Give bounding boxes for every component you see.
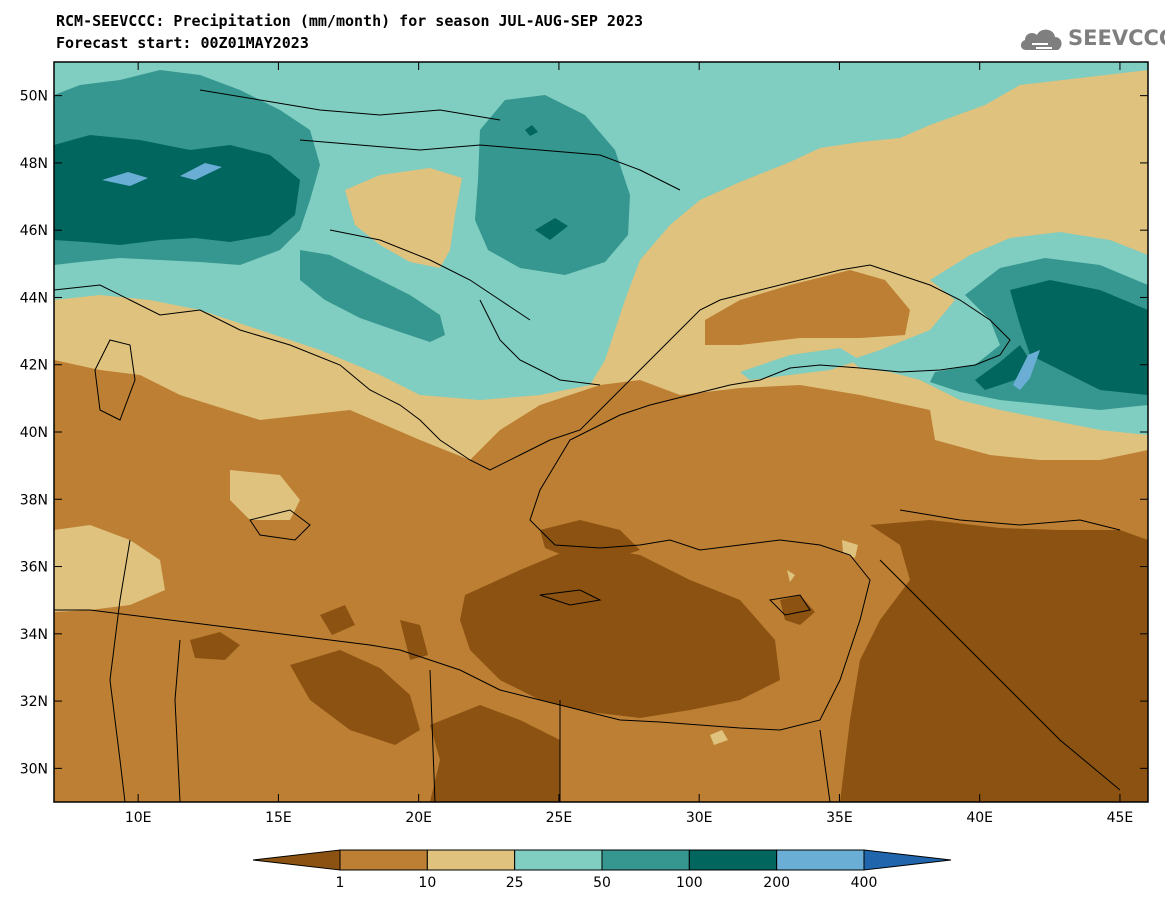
lat-tick-label: 44N bbox=[20, 290, 48, 306]
legend-swatch bbox=[863, 849, 952, 871]
lon-tick-label: 10E bbox=[125, 810, 152, 826]
map-fields bbox=[54, 62, 1148, 802]
color-legend: 1 10 25 50 100 200 400 bbox=[252, 849, 952, 891]
legend-label: 50 bbox=[593, 875, 611, 891]
logo-text: SEEVCCC bbox=[1068, 26, 1165, 50]
coastlines bbox=[54, 89, 1121, 802]
seevccc-logo: SEEVCCC bbox=[1018, 22, 1165, 58]
legend-label: 25 bbox=[506, 875, 524, 891]
legend-label: 200 bbox=[763, 875, 790, 891]
legend-label: 1 bbox=[336, 875, 345, 891]
lat-tick-label: 32N bbox=[20, 694, 48, 710]
lat-tick-label: 38N bbox=[20, 492, 48, 508]
legend-swatch bbox=[339, 849, 428, 871]
lon-tick-label: 35E bbox=[826, 810, 853, 826]
lat-tick-label: 50N bbox=[20, 89, 48, 105]
legend-swatch bbox=[688, 849, 778, 871]
lat-tick-label: 34N bbox=[20, 627, 48, 643]
map-title: RCM-SEEVCCC: Precipitation (mm/month) fo… bbox=[56, 12, 643, 30]
legend-swatch bbox=[252, 849, 341, 871]
lat-tick-label: 42N bbox=[20, 358, 48, 374]
legend-swatch bbox=[601, 849, 690, 871]
legend-label: 10 bbox=[418, 875, 436, 891]
lat-tick-label: 46N bbox=[20, 223, 48, 239]
legend-swatch bbox=[426, 849, 516, 871]
lat-tick-label: 48N bbox=[20, 156, 48, 172]
lon-tick-label: 45E bbox=[1107, 810, 1134, 826]
lon-tick-label: 15E bbox=[265, 810, 292, 826]
legend-label: 100 bbox=[676, 875, 703, 891]
lat-tick-label: 36N bbox=[20, 560, 48, 576]
latitude-ticks: 30N 32N 34N 36N 38N 40N 42N 44N 46N 48N 50N bbox=[20, 89, 1148, 777]
legend-label: 400 bbox=[851, 875, 878, 891]
lon-tick-label: 20E bbox=[405, 810, 432, 826]
legend-swatch bbox=[776, 849, 865, 871]
lat-tick-label: 30N bbox=[20, 761, 48, 777]
legend-swatch bbox=[514, 849, 603, 871]
forecast-start: Forecast start: 00Z01MAY2023 bbox=[56, 34, 309, 52]
lat-tick-label: 40N bbox=[20, 425, 48, 441]
lon-tick-label: 40E bbox=[966, 810, 993, 826]
lon-tick-label: 30E bbox=[686, 810, 713, 826]
longitude-ticks: 10E 15E 20E 25E 30E 35E 40E 45E bbox=[125, 62, 1133, 826]
cloud-icon bbox=[1020, 29, 1062, 50]
lon-tick-label: 25E bbox=[546, 810, 573, 826]
